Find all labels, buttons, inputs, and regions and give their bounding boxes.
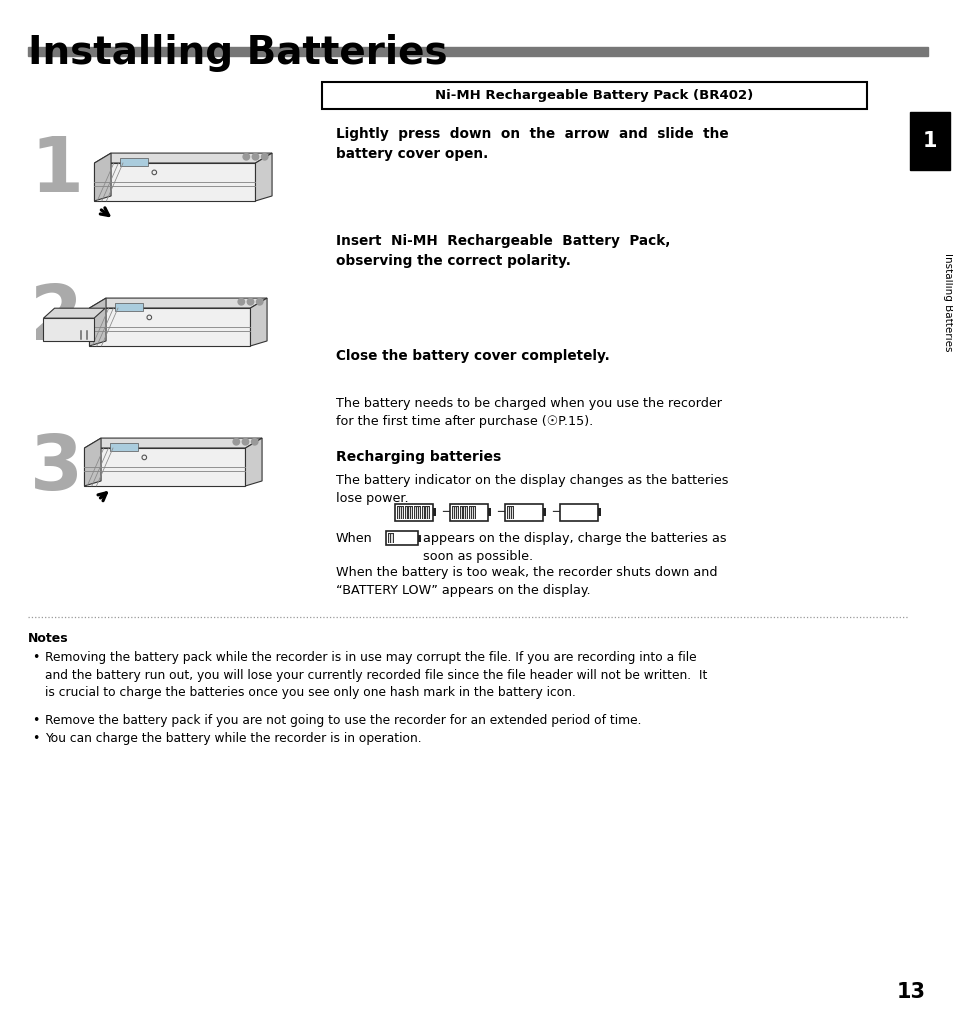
Polygon shape <box>90 308 251 345</box>
Bar <box>504 504 542 520</box>
Text: →: → <box>496 505 508 519</box>
Text: You can charge the battery while the recorder is in operation.: You can charge the battery while the rec… <box>45 732 421 745</box>
Bar <box>414 506 421 518</box>
Polygon shape <box>85 438 101 485</box>
Bar <box>460 506 468 518</box>
Circle shape <box>243 153 250 160</box>
Text: appears on the display, charge the batteries as
soon as possible.: appears on the display, charge the batte… <box>422 532 726 563</box>
Text: Lightly  press  down  on  the  arrow  and  slide  the
battery cover open.: Lightly press down on the arrow and slid… <box>335 127 728 160</box>
Bar <box>396 506 404 518</box>
Polygon shape <box>44 309 105 318</box>
Bar <box>386 531 417 545</box>
Text: →: → <box>551 505 563 519</box>
Text: 1: 1 <box>30 134 83 208</box>
Polygon shape <box>85 438 262 448</box>
Circle shape <box>252 153 258 160</box>
Bar <box>388 533 394 543</box>
Bar <box>469 506 476 518</box>
Bar <box>395 504 433 520</box>
Bar <box>542 508 545 516</box>
Circle shape <box>252 438 257 445</box>
Text: Close the battery cover completely.: Close the battery cover completely. <box>335 349 609 363</box>
Text: Remove the battery pack if you are not going to use the recorder for an extended: Remove the battery pack if you are not g… <box>45 714 640 727</box>
Polygon shape <box>115 304 143 312</box>
Text: When: When <box>335 532 373 545</box>
Text: 1: 1 <box>922 131 936 151</box>
Text: Removing the battery pack while the recorder is in use may corrupt the file. If : Removing the battery pack while the reco… <box>45 651 706 699</box>
Text: •: • <box>32 732 39 745</box>
Text: Recharging batteries: Recharging batteries <box>335 450 500 464</box>
Bar <box>909 112 949 170</box>
Circle shape <box>242 438 249 445</box>
Circle shape <box>238 298 244 305</box>
Text: Insert  Ni-MH  Rechargeable  Battery  Pack,
observing the correct polarity.: Insert Ni-MH Rechargeable Battery Pack, … <box>335 234 670 268</box>
Text: 2: 2 <box>30 282 83 356</box>
Text: →: → <box>440 505 454 519</box>
Text: Installing Batteries: Installing Batteries <box>28 34 447 72</box>
Bar <box>488 508 491 516</box>
Polygon shape <box>245 438 262 485</box>
Polygon shape <box>90 298 106 345</box>
Polygon shape <box>90 298 267 308</box>
Bar <box>422 506 430 518</box>
Polygon shape <box>94 153 272 164</box>
Bar <box>405 506 413 518</box>
Polygon shape <box>44 318 94 341</box>
Text: Ni-MH Rechargeable Battery Pack (BR402): Ni-MH Rechargeable Battery Pack (BR402) <box>435 89 753 102</box>
Circle shape <box>247 298 253 305</box>
Bar <box>506 506 514 518</box>
Bar <box>450 504 488 520</box>
Polygon shape <box>255 153 272 201</box>
Bar <box>598 508 600 516</box>
Bar <box>417 535 420 542</box>
Bar <box>433 508 436 516</box>
Text: 13: 13 <box>896 982 925 1002</box>
Polygon shape <box>111 444 138 452</box>
Text: When the battery is too weak, the recorder shuts down and
“BATTERY LOW” appears : When the battery is too weak, the record… <box>335 566 717 597</box>
Text: •: • <box>32 714 39 727</box>
Bar <box>559 504 598 520</box>
Polygon shape <box>251 298 267 345</box>
Bar <box>28 47 927 56</box>
Text: The battery indicator on the display changes as the batteries
lose power.: The battery indicator on the display cha… <box>335 474 728 505</box>
Polygon shape <box>85 448 245 485</box>
Text: Installing Batteries: Installing Batteries <box>942 252 952 352</box>
Polygon shape <box>94 164 255 201</box>
Polygon shape <box>120 158 148 167</box>
Text: •: • <box>32 651 39 664</box>
Bar <box>322 82 866 109</box>
Bar <box>452 506 459 518</box>
Text: The battery needs to be charged when you use the recorder
for the first time aft: The battery needs to be charged when you… <box>335 397 721 428</box>
Text: 3: 3 <box>30 432 83 506</box>
Circle shape <box>256 298 263 305</box>
Circle shape <box>233 438 239 445</box>
Text: Notes: Notes <box>28 632 69 645</box>
Polygon shape <box>94 153 111 201</box>
Circle shape <box>261 153 268 160</box>
